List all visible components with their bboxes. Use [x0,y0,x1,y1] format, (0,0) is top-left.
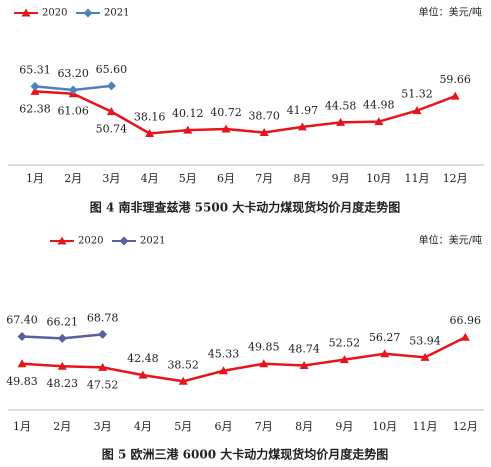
data-point [420,352,430,361]
data-label: 49.85 [248,341,280,354]
legend-label: 2020 [78,236,103,247]
data-point [380,349,390,358]
data-label: 65.60 [96,63,128,76]
x-tick-label: 12月 [453,420,478,433]
data-point [259,359,269,368]
x-tick-label: 4月 [141,172,159,185]
legend-marker [119,236,129,246]
x-tick-label: 6月 [217,172,235,185]
data-label: 59.66 [439,73,471,86]
data-label: 52.52 [329,337,361,350]
data-point [106,107,116,116]
data-point [145,128,155,137]
x-tick-label: 10月 [366,172,391,185]
data-label: 38.52 [167,358,199,371]
data-label: 50.74 [96,123,128,136]
chart-caption: 图 4 南非理查兹港 5500 大卡动力煤现货均价月度走势图 [90,200,400,215]
data-label: 68.78 [87,311,119,324]
chart-caption: 图 5 欧洲三港 6000 大卡动力煤现货均价月度走势图 [102,447,388,462]
unit-label: 单位：美元/吨 [419,234,482,247]
data-point [297,122,307,131]
data-label: 38.70 [248,110,280,123]
x-tick-label: 2月 [53,420,71,433]
data-point [98,329,108,339]
series-line [34,90,456,135]
data-point [57,333,67,343]
x-tick-label: 11月 [413,420,438,433]
data-label: 40.72 [210,106,242,119]
data-label: 49.83 [6,375,38,388]
data-label: 67.40 [6,314,38,327]
x-tick-label: 2月 [64,172,82,185]
x-tick-label: 1月 [13,420,31,433]
data-label: 62.38 [19,102,51,115]
series-line [21,336,466,383]
data-point [336,117,346,126]
data-label: 48.23 [47,377,79,390]
data-label: 44.58 [325,99,357,112]
x-tick-label: 7月 [255,172,273,185]
x-tick-label: 10月 [372,420,397,433]
data-label: 63.20 [57,67,89,80]
x-tick-label: 6月 [215,420,233,433]
data-label: 51.32 [401,88,433,101]
legend-label: 2021 [104,8,129,19]
data-label: 42.48 [127,352,159,365]
legend-marker [21,8,31,17]
x-tick-label: 8月 [295,420,313,433]
data-point [299,360,309,369]
data-point [17,332,27,342]
x-tick-label: 9月 [332,172,350,185]
data-point [412,106,422,115]
data-label: 45.33 [208,348,240,361]
x-tick-label: 8月 [293,172,311,185]
x-tick-label: 1月 [26,172,44,185]
data-point [219,366,228,375]
data-point [374,117,384,126]
x-tick-label: 7月 [255,420,273,433]
legend-label: 2021 [140,236,165,247]
legend-marker [83,8,93,18]
data-point [450,91,460,100]
data-point [17,359,27,368]
x-tick-label: 9月 [335,420,353,433]
data-point [178,376,188,385]
data-point [138,370,148,379]
data-label: 44.98 [363,99,395,112]
unit-label: 单位：美元/吨 [419,6,482,19]
data-label: 66.21 [47,315,79,328]
x-tick-label: 4月 [134,420,152,433]
data-point [259,128,269,137]
data-point [106,81,116,91]
x-tick-label: 11月 [405,172,430,185]
data-label: 65.31 [19,63,51,76]
data-point [30,81,40,91]
x-tick-label: 5月 [174,420,192,433]
data-label: 53.94 [409,334,441,347]
data-label: 40.12 [172,107,204,120]
data-point [30,86,40,95]
legend-marker [57,236,67,245]
data-point [221,124,231,133]
data-label: 61.06 [57,105,89,118]
x-tick-label: 3月 [94,420,112,433]
data-label: 66.96 [450,314,482,327]
data-point [339,355,349,364]
x-tick-label: 12月 [443,172,468,185]
data-label: 47.52 [87,378,119,391]
data-point [98,362,108,371]
data-label: 56.27 [369,331,401,344]
data-label: 38.16 [134,110,166,123]
data-point [68,85,78,95]
data-label: 48.74 [288,342,320,355]
data-point [460,332,470,341]
legend-label: 2020 [42,8,67,19]
data-point [183,125,193,134]
x-tick-label: 3月 [102,172,120,185]
x-tick-label: 5月 [179,172,197,185]
data-point [57,361,67,370]
data-label: 41.97 [287,104,319,117]
